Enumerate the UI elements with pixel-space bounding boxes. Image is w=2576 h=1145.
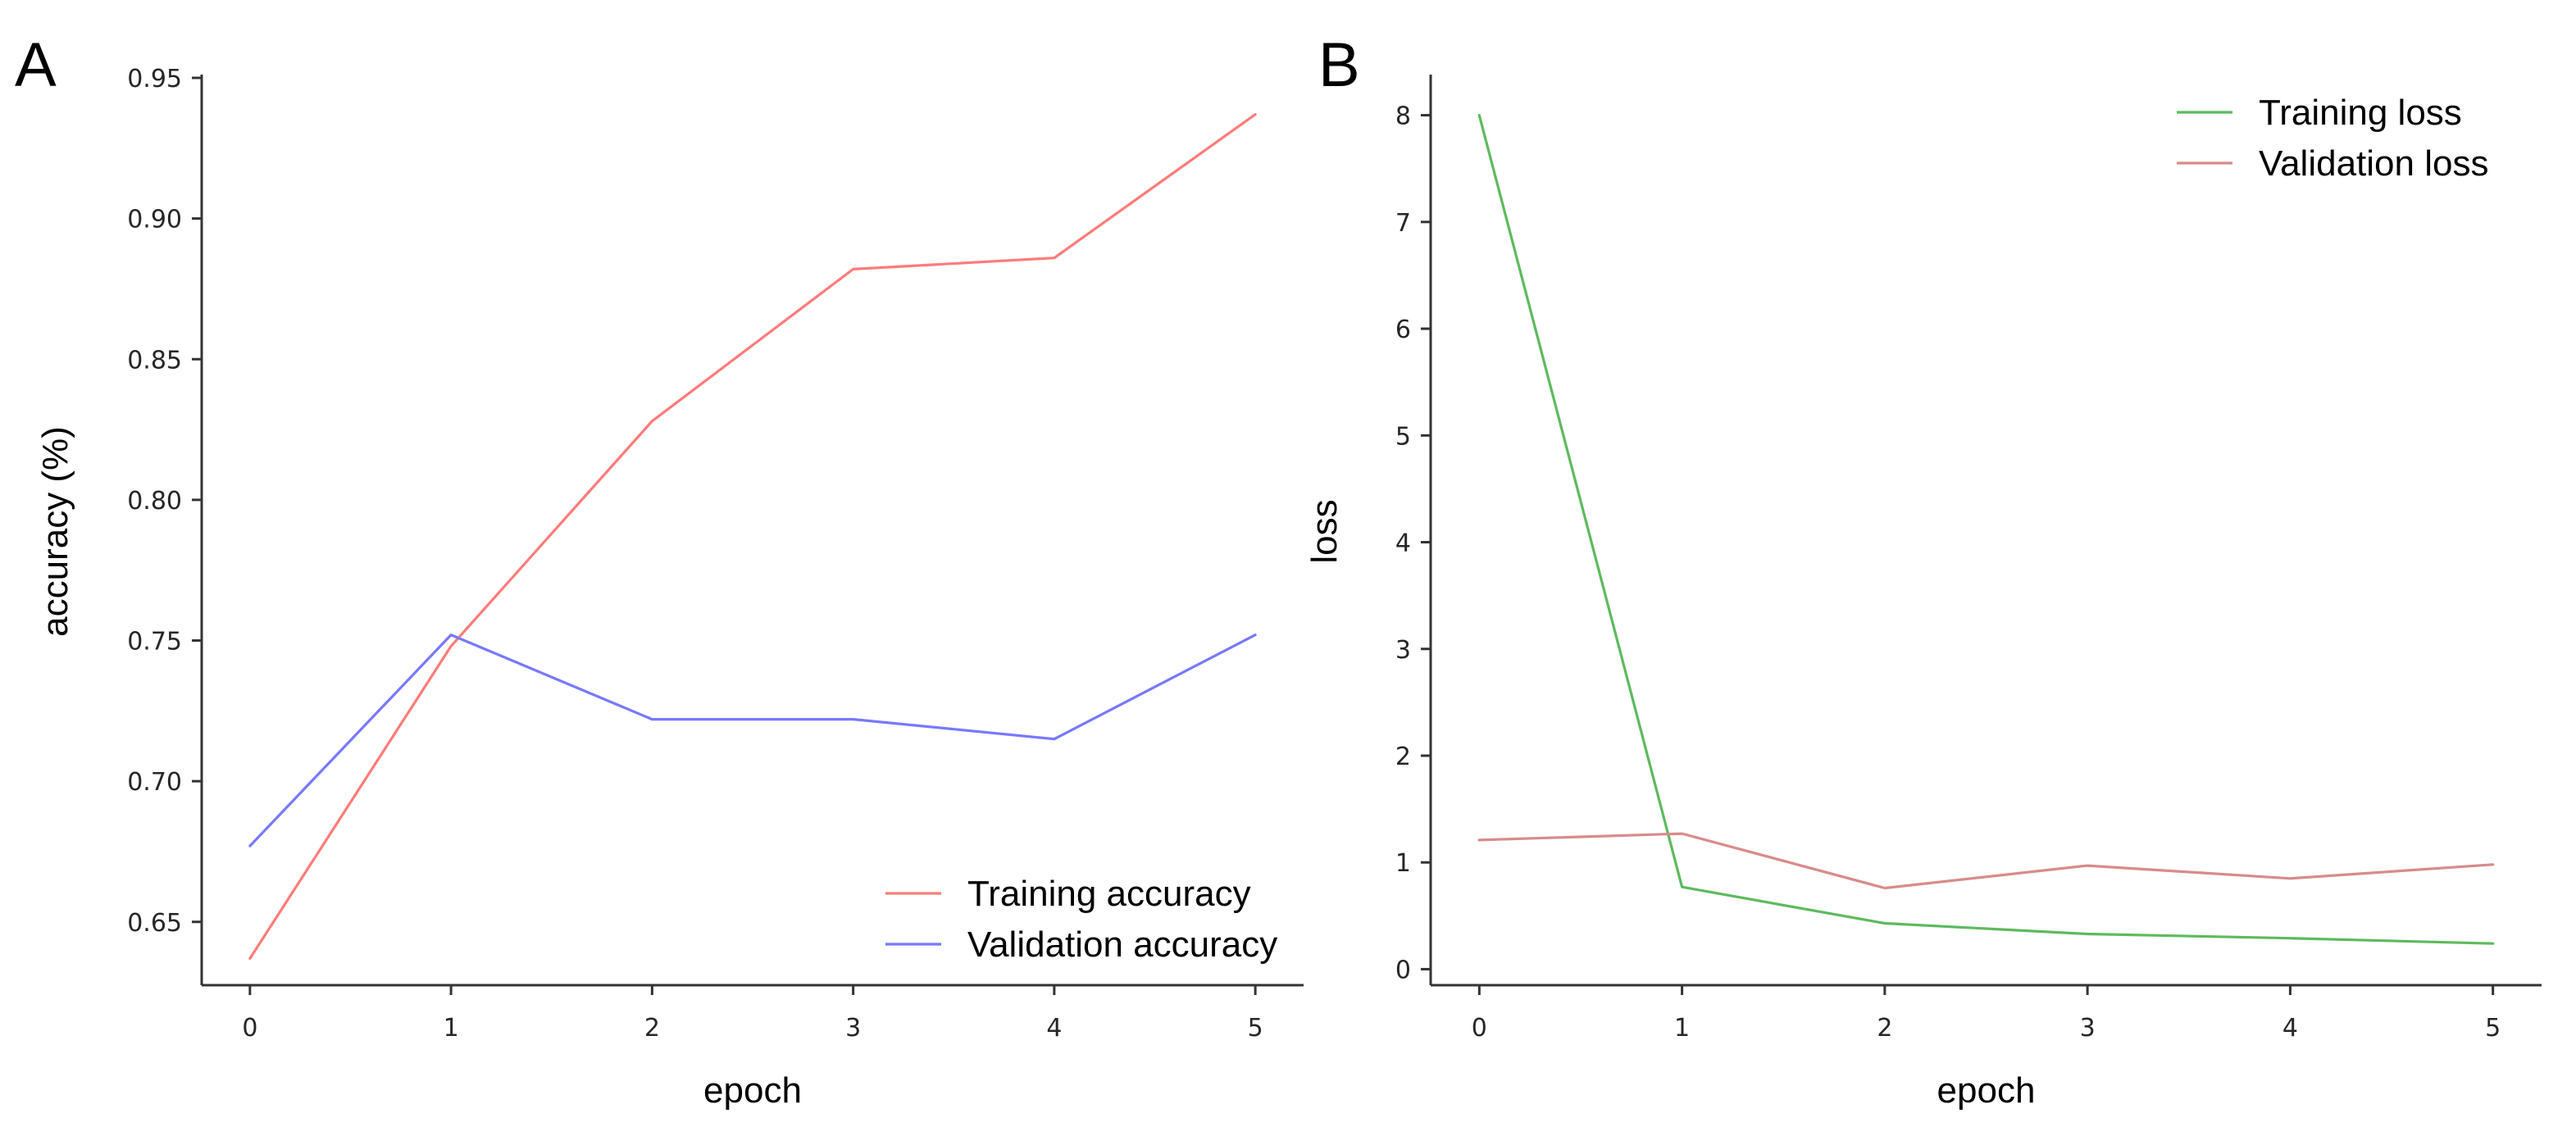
panel-label-a: A	[15, 30, 57, 100]
y-tick-label: 0.95	[127, 65, 182, 93]
y-tick-label: 0	[1395, 956, 1411, 984]
x-tick-label: 0	[1472, 1014, 1487, 1043]
y-tick-label: 5	[1395, 422, 1411, 451]
x-tick-label: 2	[1877, 1014, 1892, 1043]
x-tick-label: 5	[2485, 1014, 2501, 1043]
y-tick-label: 0.70	[127, 768, 182, 797]
y-tick-label: 0.80	[127, 487, 182, 516]
legend-label-validation-accuracy: Validation accuracy	[967, 925, 1277, 965]
x-tick-label: 4	[2282, 1014, 2298, 1043]
series-line-validation-loss	[1477, 832, 2495, 890]
x-tick-label: 4	[1046, 1014, 1062, 1043]
y-tick-label: 7	[1395, 209, 1411, 238]
chart-panel-a: A 0.65 0.70 0.75 0.80 0.85 0.90 0.95 0 1 2 3 4 5 accur…	[15, 30, 1304, 1111]
series-line-training-accuracy	[248, 113, 1257, 961]
x-tick-label: 1	[1674, 1014, 1690, 1043]
x-tick-label: 2	[644, 1014, 660, 1043]
panel-label-b: B	[1318, 30, 1360, 100]
x-tick-label: 3	[845, 1014, 861, 1043]
series-line-validation-accuracy	[248, 633, 1257, 847]
y-tick-label: 0.65	[127, 909, 182, 938]
y-axis-title: accuracy (%)	[35, 426, 75, 637]
legend: Training loss Validation loss	[2177, 93, 2488, 184]
series-line-training-loss	[1477, 114, 2495, 945]
y-tick-label: 8	[1395, 102, 1411, 131]
x-axis-title: epoch	[1937, 1070, 2036, 1111]
y-tick-label: 0.90	[127, 206, 182, 234]
x-tick-label: 3	[2080, 1014, 2096, 1043]
x-tick-label: 5	[1248, 1014, 1263, 1043]
y-tick-label: 4	[1395, 529, 1411, 558]
y-tick-label: 1	[1395, 849, 1411, 878]
y-tick-label: 3	[1395, 636, 1411, 665]
x-axis-title: epoch	[703, 1070, 802, 1111]
y-tick-label: 0.85	[127, 346, 182, 375]
legend-label-training-loss: Training loss	[2259, 93, 2462, 133]
y-tick-label: 2	[1395, 743, 1411, 771]
chart-panel-b: B 0 1 2 3 4 5 6 7 8 0 1 2 3 4 5 loss epoch Training loss Va…	[1304, 30, 2542, 1111]
legend: Training accuracy Validation accuracy	[885, 874, 1277, 965]
y-tick-label: 0.75	[127, 628, 182, 657]
x-tick-label: 1	[444, 1014, 459, 1043]
legend-label-validation-loss: Validation loss	[2259, 143, 2488, 184]
x-tick-label: 0	[242, 1014, 257, 1043]
y-tick-label: 6	[1395, 316, 1411, 344]
y-axis-title: loss	[1304, 499, 1345, 563]
legend-label-training-accuracy: Training accuracy	[967, 874, 1251, 914]
